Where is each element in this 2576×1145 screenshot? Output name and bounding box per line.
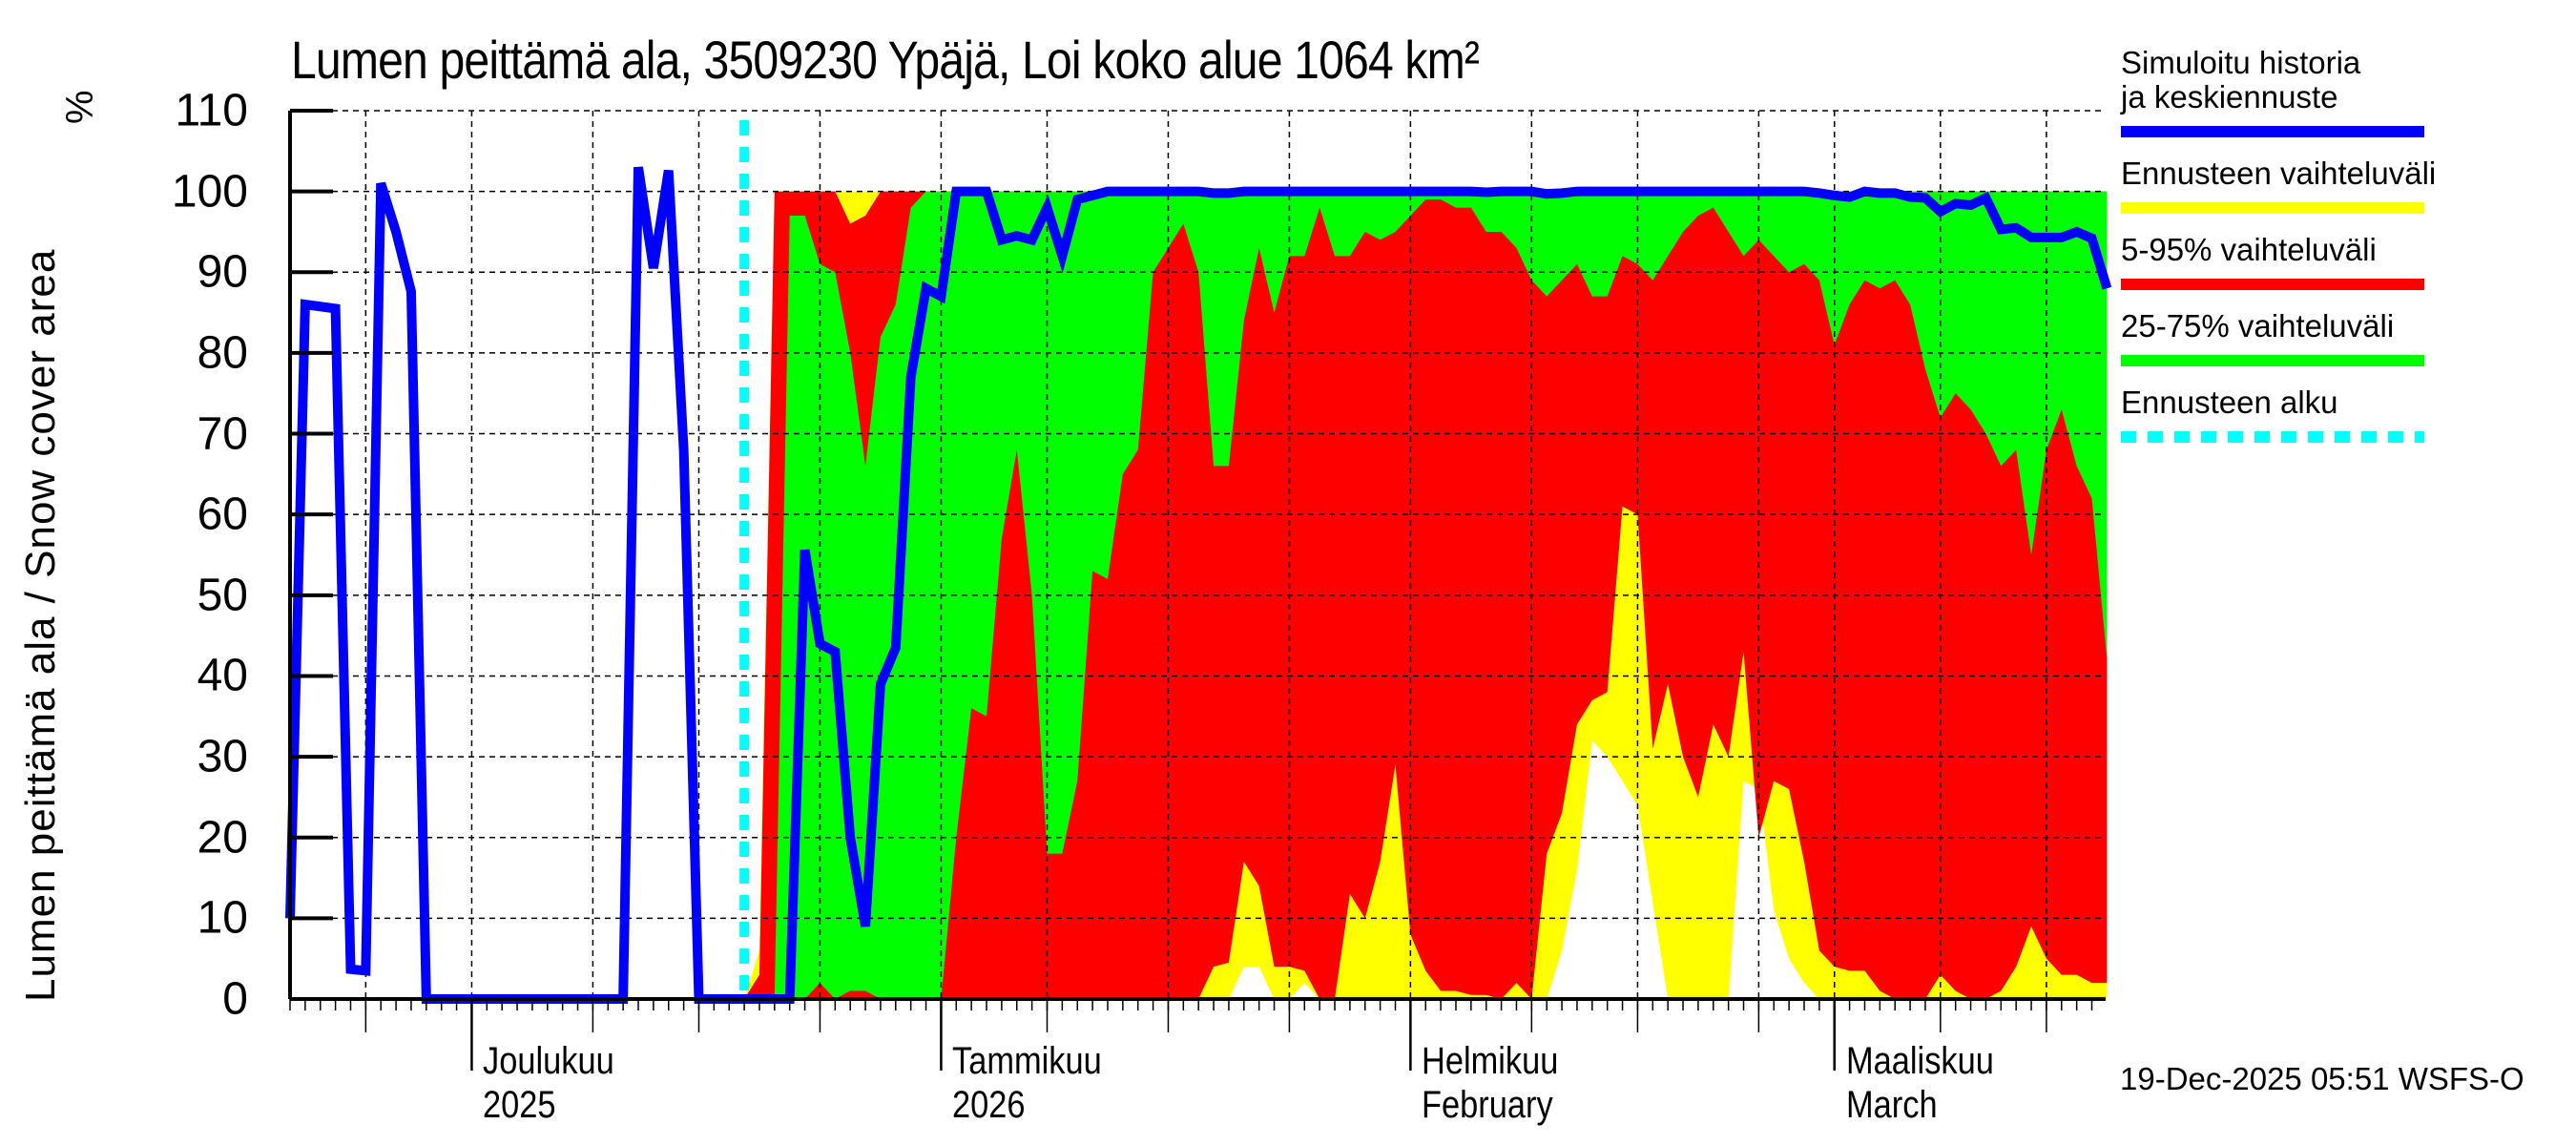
y-tick-label: 30 — [197, 731, 248, 782]
month-name: Helmikuu — [1422, 1040, 1559, 1082]
y-tick-label: 110 — [175, 85, 248, 136]
month-label-march: Maaliskuu March — [1846, 1039, 1994, 1127]
y-tick-label: 50 — [197, 570, 248, 621]
legend-swatch-blue-line — [2121, 126, 2424, 137]
legend-item-forecast-start: Ennusteen alku — [2121, 385, 2569, 443]
month-label-february: Helmikuu February — [1422, 1039, 1558, 1127]
y-tick-label: 0 — [222, 973, 248, 1025]
y-tick-label: 70 — [197, 408, 248, 460]
legend-swatch-green-band — [2121, 355, 2424, 366]
legend-label: 25-75% vaihteluväli — [2121, 308, 2395, 344]
month-label-january: Tammikuu 2026 — [952, 1039, 1102, 1127]
axes — [288, 109, 2106, 1071]
y-tick-label: 100 — [171, 166, 248, 218]
y-tick-label: 60 — [197, 489, 248, 540]
y-tick-label: 90 — [197, 246, 248, 298]
legend-item-mean: Simuloitu historia ja keskiennuste — [2121, 46, 2569, 137]
legend-swatch-cyan-dashed — [2121, 431, 2424, 443]
legend-swatch-red-band — [2121, 279, 2424, 290]
chart-legend: Simuloitu historia ja keskiennuste Ennus… — [2121, 46, 2569, 462]
month-subtitle: 2026 — [952, 1084, 1026, 1126]
legend-label: Ennusteen alku — [2121, 385, 2338, 420]
legend-item-5-95: 5-95% vaihteluväli — [2121, 233, 2569, 290]
y-tick-label: 20 — [197, 812, 248, 864]
y-tick-label: 10 — [197, 892, 248, 944]
legend-swatch-yellow-band — [2121, 202, 2424, 214]
month-subtitle: 2025 — [483, 1084, 556, 1126]
timestamp-footer: 19-Dec-2025 05:51 WSFS-O — [2120, 1061, 2524, 1096]
legend-label: 5-95% vaihteluväli — [2121, 232, 2377, 267]
band-25-75-green — [744, 191, 2108, 1000]
month-subtitle: March — [1845, 1084, 1938, 1126]
chart-title: Lumen peittämä ala, 3509230 Ypäjä, Loi k… — [291, 30, 1480, 90]
legend-item-25-75: 25-75% vaihteluväli — [2121, 309, 2569, 366]
legend-label: Ennusteen vaihteluväli — [2121, 156, 2437, 191]
legend-item-range: Ennusteen vaihteluväli — [2121, 156, 2569, 214]
month-name: Joulukuu — [483, 1040, 615, 1082]
y-axis-unit: % — [59, 90, 101, 124]
month-subtitle: February — [1422, 1084, 1554, 1126]
month-name: Maaliskuu — [1845, 1040, 1994, 1082]
y-tick-label: 80 — [197, 327, 248, 379]
month-name: Tammikuu — [952, 1040, 1103, 1082]
y-axis-label: Lumen peittämä ala / Snow cover area — [17, 248, 64, 1002]
y-tick-label: 40 — [197, 650, 248, 701]
legend-label: Simuloitu historia ja keskiennuste — [2121, 45, 2361, 114]
month-label-december: Joulukuu 2025 — [483, 1039, 614, 1127]
